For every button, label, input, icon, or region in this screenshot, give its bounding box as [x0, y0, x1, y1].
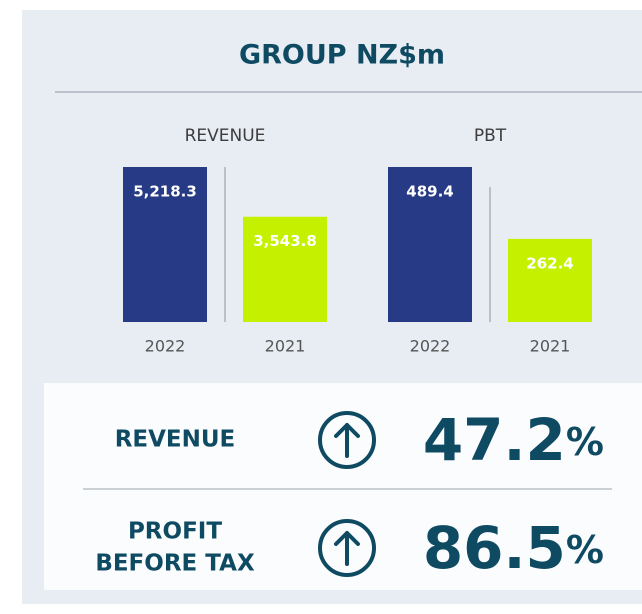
change-unit: % — [566, 528, 604, 572]
summary-label: PROFIT — [128, 519, 222, 545]
up-arrow-icon — [318, 519, 376, 577]
chart-title: PBT — [474, 126, 507, 146]
value-label: 3,543.8 — [253, 232, 317, 250]
change-number: 47.2 — [423, 406, 566, 474]
change-unit: % — [566, 420, 604, 464]
x-tick-label: 2022 — [410, 337, 451, 356]
change-value: 47.2% — [423, 406, 604, 474]
bar — [508, 238, 592, 322]
x-tick-label: 2022 — [145, 337, 186, 356]
bar — [243, 216, 327, 322]
up-arrow-icon — [318, 411, 376, 469]
summary-label: REVENUE — [115, 427, 236, 453]
chart-title: REVENUE — [185, 126, 266, 146]
bar — [388, 167, 472, 322]
summary-panel — [44, 383, 642, 590]
up-arrow — [334, 531, 360, 566]
change-value: 86.5% — [423, 514, 604, 582]
bar — [123, 167, 207, 322]
title: GROUP NZ$m — [239, 40, 445, 71]
x-tick-label: 2021 — [265, 337, 306, 356]
value-label: 489.4 — [406, 183, 453, 201]
value-label: 5,218.3 — [133, 183, 197, 201]
summary-label: BEFORE TAX — [95, 551, 255, 577]
value-label: 262.4 — [526, 254, 573, 272]
x-tick-label: 2021 — [530, 337, 571, 356]
change-number: 86.5 — [423, 514, 566, 582]
up-arrow — [334, 423, 360, 458]
